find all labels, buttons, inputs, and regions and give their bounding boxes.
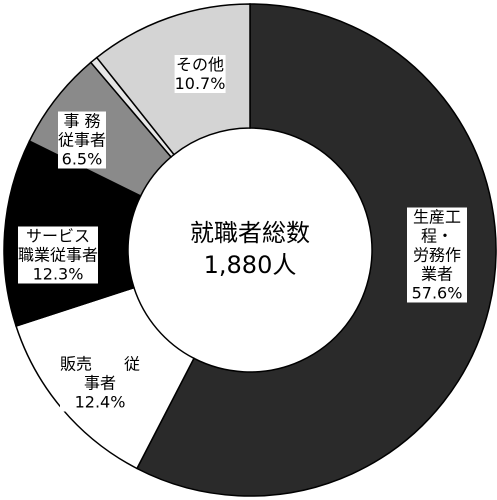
value-label: 12.4% (74, 392, 126, 412)
value-label: 57.6% (411, 283, 463, 303)
category-name: 販売 従 事者 (59, 354, 141, 393)
value-label: 10.7% (174, 74, 226, 93)
segment-label: 販売 従 事者 12.4% (59, 354, 141, 412)
category-name: サービス 職業従事者 (17, 226, 99, 265)
value-label: 6.5% (61, 149, 103, 169)
donut-segment (95, 3, 251, 156)
category-name: 生産工程・ 労務作業者 (412, 207, 461, 284)
segment-label: 事 務 従事者 6.5% (57, 111, 107, 169)
category-name: 事 務 従事者 (57, 111, 107, 150)
segment-label: 生産工程・ 労務作業者 57.6% (407, 207, 467, 303)
center-total: 1,880人 (203, 251, 297, 279)
center-title: 就職者総数 (190, 219, 310, 247)
donut-segment (135, 3, 497, 497)
segment-label: サービス 職業従事者 12.3% (17, 226, 99, 284)
value-label: 12.3% (32, 264, 84, 284)
segment-label: その他 10.7% (174, 55, 226, 93)
category-name: その他 (175, 55, 225, 74)
